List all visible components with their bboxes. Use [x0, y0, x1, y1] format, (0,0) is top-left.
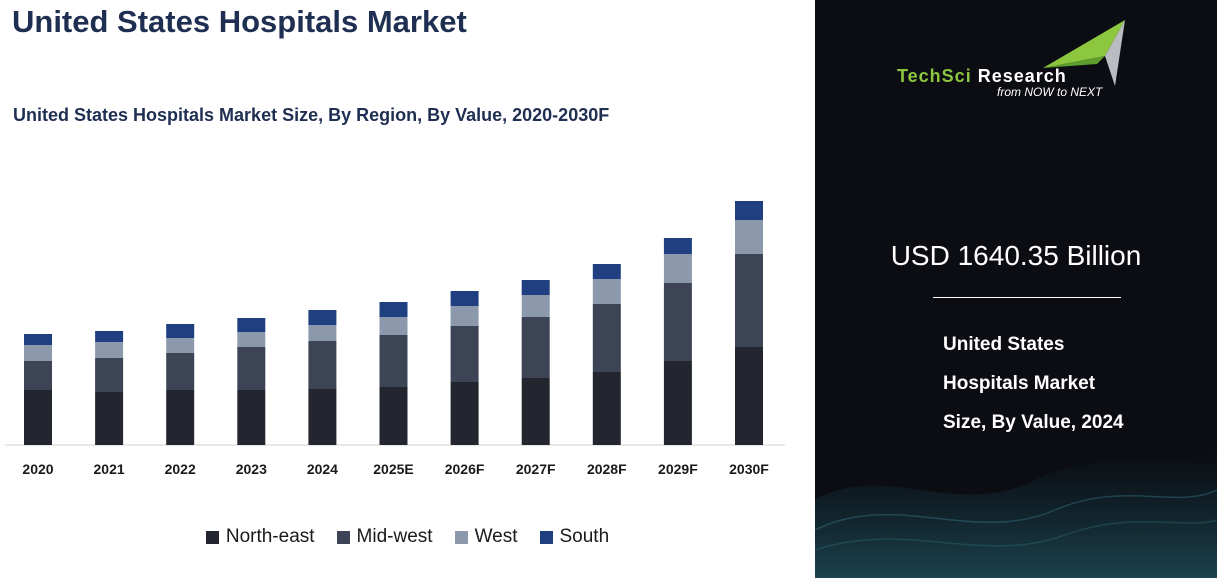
market-value: USD 1640.35 Billion — [890, 240, 1142, 271]
bar-segment-north-east-2021 — [95, 392, 124, 445]
chart-title: United States Hospitals Market Size, By … — [13, 105, 610, 125]
caption-line-1: United States — [943, 334, 1065, 355]
wave-background-icon — [815, 450, 1217, 578]
x-tick-label: 2026F — [445, 461, 485, 477]
bar-segment-west-2026f — [450, 306, 479, 326]
x-tick-label: 2020 — [22, 461, 53, 477]
bar-segment-west-2029f — [663, 254, 692, 283]
x-tick-label: 2027F — [516, 461, 556, 477]
bar-segment-mid-west-2030f — [735, 254, 763, 347]
legend-swatch — [454, 530, 468, 544]
bar-segment-west-2022 — [166, 338, 195, 353]
bar-segment-south-2020 — [24, 334, 52, 345]
x-tick-label: 2023 — [236, 461, 267, 477]
legend-swatch — [539, 530, 553, 544]
logo-tagline: from NOW to NEXT — [997, 85, 1103, 99]
value-divider — [933, 297, 1121, 298]
page-title: United States Hospitals Market — [12, 4, 467, 39]
legend-label: West — [474, 526, 518, 547]
legend-label: South — [559, 526, 610, 547]
legend-swatch — [205, 530, 219, 544]
logo-text-part1: TechSci — [897, 66, 972, 86]
stacked-bar-chart: 2020 2021 2022 2023 2024 2025E 2026F 2027F 2028F… — [5, 201, 785, 477]
legend-label: North-east — [225, 526, 315, 547]
bar-segment-mid-west-2022 — [166, 353, 195, 390]
bar-segment-south-2027f — [521, 280, 550, 295]
legend-item-mid-west: Mid-west — [336, 526, 433, 548]
chart-legend: North-east Mid-west West South — [0, 526, 815, 548]
bar-segment-north-east-2023 — [237, 390, 266, 445]
chart-panel: United States Hospitals Market United St… — [0, 4, 815, 548]
legend-label: Mid-west — [356, 526, 433, 547]
bar-segment-north-east-2026f — [450, 382, 479, 445]
summary-panel: TechSci Research from NOW to NEXT USD 164… — [815, 0, 1217, 578]
bar-segment-north-east-2024 — [308, 389, 337, 445]
bar-segment-north-east-2022 — [166, 390, 195, 445]
legend-item-west: West — [454, 526, 518, 548]
bar-segment-mid-west-2026f — [450, 326, 479, 382]
logo-text-part2: Research — [977, 66, 1067, 86]
caption-line-3: Size, By Value, 2024 — [943, 412, 1124, 433]
legend-item-north-east: North-east — [205, 526, 315, 548]
bar-segment-south-2030f — [735, 201, 763, 220]
techsci-logo-icon — [1043, 20, 1125, 86]
bar-segment-north-east-2029f — [663, 361, 692, 445]
legend-item-south: South — [539, 526, 610, 548]
bar-segment-north-east-2020 — [24, 390, 52, 445]
x-tick-label: 2030F — [729, 461, 769, 477]
bar-segment-mid-west-2023 — [237, 347, 266, 390]
bar-segment-north-east-2027f — [521, 378, 550, 445]
bar-segment-north-east-2025e — [379, 387, 408, 445]
bar-segment-west-2028f — [592, 279, 621, 304]
bar-segment-south-2023 — [237, 318, 266, 332]
bar-segment-south-2025e — [379, 302, 408, 317]
bar-segment-mid-west-2020 — [24, 361, 52, 390]
bar-segment-south-2029f — [663, 238, 692, 254]
bar-segment-south-2028f — [592, 264, 621, 279]
bar-segment-west-2025e — [379, 317, 408, 335]
caption-line-2: Hospitals Market — [943, 373, 1096, 394]
bar-segment-mid-west-2025e — [379, 335, 408, 387]
bar-segment-south-2021 — [95, 331, 124, 342]
bar-segment-mid-west-2021 — [95, 358, 124, 392]
x-tick-label: 2028F — [587, 461, 627, 477]
bar-segment-mid-west-2024 — [308, 341, 337, 389]
bar-segment-west-2024 — [308, 325, 337, 341]
bar-segment-mid-west-2029f — [663, 283, 692, 361]
bar-segment-west-2020 — [24, 345, 52, 361]
logo-text: TechSci Research — [897, 66, 1067, 87]
bar-segment-west-2021 — [95, 342, 124, 358]
x-tick-label: 2022 — [165, 461, 196, 477]
bar-segment-west-2027f — [521, 295, 550, 317]
x-tick-label: 2029F — [658, 461, 698, 477]
bar-segment-west-2030f — [735, 220, 763, 254]
bar-segment-mid-west-2028f — [592, 304, 621, 372]
x-tick-label: 2025E — [373, 461, 413, 477]
bar-segment-west-2023 — [237, 332, 266, 347]
x-tick-label: 2021 — [94, 461, 125, 477]
x-tick-label: 2024 — [307, 461, 338, 477]
bar-segment-south-2026f — [450, 291, 479, 306]
bar-segment-south-2022 — [166, 324, 195, 338]
bar-segment-north-east-2030f — [735, 347, 763, 445]
bar-segment-north-east-2028f — [592, 372, 621, 445]
bar-segment-mid-west-2027f — [521, 317, 550, 378]
bar-segment-south-2024 — [308, 310, 337, 325]
legend-swatch — [336, 530, 350, 544]
value-caption: United States Hospitals Market Size, By … — [943, 325, 1124, 442]
